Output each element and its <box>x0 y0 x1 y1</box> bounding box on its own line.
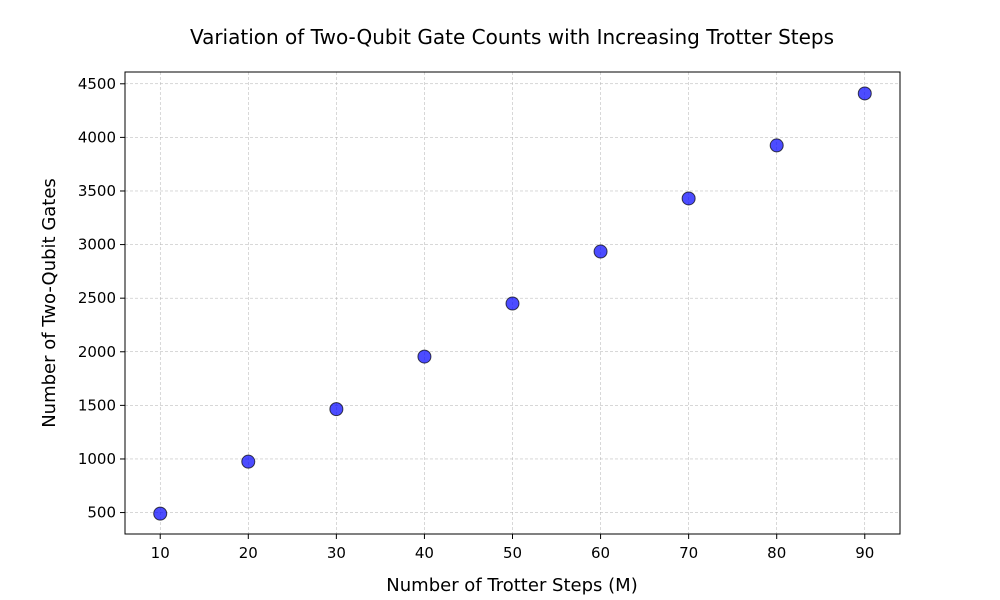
x-tick-label: 80 <box>767 544 786 562</box>
x-tick-label: 70 <box>679 544 698 562</box>
x-tick-label: 20 <box>239 544 258 562</box>
x-tick-label: 40 <box>415 544 434 562</box>
y-tick-label: 3000 <box>78 236 116 254</box>
data-point <box>681 191 696 206</box>
x-tick-label: 30 <box>327 544 346 562</box>
y-tick-label: 2500 <box>78 289 116 307</box>
y-tick-label: 2000 <box>78 343 116 361</box>
data-point <box>769 138 784 153</box>
data-point <box>153 506 168 521</box>
x-tick-label: 90 <box>855 544 874 562</box>
data-point <box>241 454 256 469</box>
y-tick-label: 1000 <box>78 450 116 468</box>
x-tick-label: 10 <box>151 544 170 562</box>
x-tick-label: 50 <box>503 544 522 562</box>
x-tick-label: 60 <box>591 544 610 562</box>
data-point <box>593 244 608 259</box>
data-point <box>417 349 432 364</box>
y-tick-label: 1500 <box>78 396 116 414</box>
y-tick-label: 500 <box>87 504 116 522</box>
x-axis-label: Number of Trotter Steps (M) <box>386 575 637 596</box>
data-points <box>153 86 872 521</box>
data-point <box>505 296 520 311</box>
y-tick-label: 4000 <box>78 128 116 146</box>
y-axis-ticks: 500 1000 1500 2000 2500 3000 3500 4000 4500 <box>78 75 125 522</box>
chart-title: Variation of Two-Qubit Gate Counts with … <box>190 25 834 49</box>
data-point <box>857 86 872 101</box>
y-tick-label: 3500 <box>78 182 116 200</box>
y-tick-label: 4500 <box>78 75 116 93</box>
y-axis-label: Number of Two-Qubit Gates <box>39 178 60 428</box>
x-axis-ticks: 10 20 30 40 50 60 70 80 90 <box>151 534 874 562</box>
grid-lines <box>125 72 900 534</box>
data-point <box>329 402 344 417</box>
